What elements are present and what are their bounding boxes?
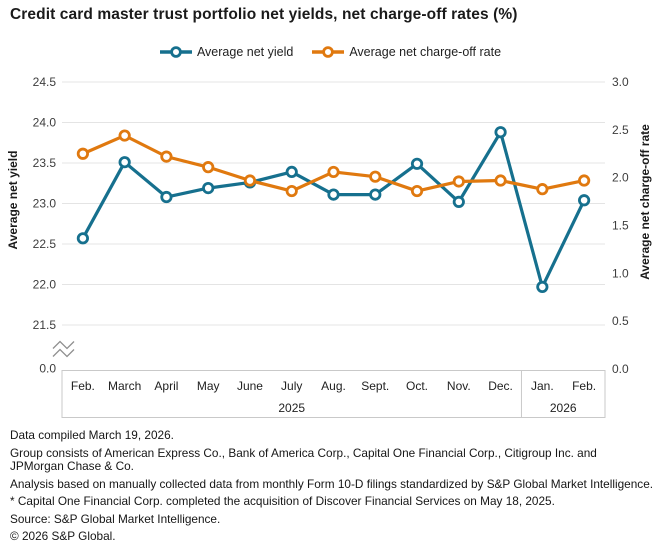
x-axis-month-label: Jan. <box>531 379 554 393</box>
left-axis-tick-label: 0.0 <box>39 362 56 376</box>
data-point <box>452 175 465 188</box>
legend-label-charge-off: Average net charge-off rate <box>349 45 502 59</box>
x-axis-month-label: Sept. <box>361 379 389 393</box>
legend: Average net yield Average net charge-off… <box>0 45 660 59</box>
x-axis-month-label: June <box>237 379 263 393</box>
x-axis-band <box>61 370 606 418</box>
legend-label-net-yield: Average net yield <box>196 45 294 59</box>
data-point <box>76 147 89 160</box>
data-point <box>369 170 382 183</box>
data-point <box>410 157 424 170</box>
legend-item-net-yield: Average net yield <box>159 45 293 59</box>
data-point <box>494 126 507 139</box>
data-point <box>327 188 340 201</box>
right-axis-tick-label: 1.5 <box>612 219 629 233</box>
series-line-left <box>81 130 586 289</box>
data-point <box>118 129 131 142</box>
left-axis-title: Average net yield <box>6 151 20 250</box>
data-point <box>536 280 549 294</box>
footnote-copyright: © 2026 S&P Global. <box>10 529 116 543</box>
data-point <box>285 165 298 179</box>
x-axis-month-label: Feb. <box>71 379 95 393</box>
data-point <box>578 194 591 207</box>
left-axis-tick-label: 21.5 <box>33 318 57 332</box>
data-point <box>494 174 507 187</box>
x-axis-month-label: Nov. <box>447 379 471 393</box>
left-axis-tick-label: 22.5 <box>33 237 57 251</box>
data-point <box>243 174 257 187</box>
footnote-compiled: Data compiled March 19, 2026. <box>10 428 174 442</box>
left-axis-tick-label: 24.5 <box>33 75 57 89</box>
right-axis-tick-label: 0.5 <box>612 314 629 328</box>
left-axis-tick-label: 22.0 <box>33 278 57 292</box>
right-axis-tick-label: 2.5 <box>612 123 629 137</box>
right-axis-tick-label: 1.0 <box>612 266 629 280</box>
footnote-analysis: Analysis based on manually collected dat… <box>10 476 654 491</box>
data-point <box>160 150 173 163</box>
left-axis-tick-label: 23.5 <box>33 156 57 170</box>
x-axis-month-label: Aug. <box>321 379 346 393</box>
axis-break-icon <box>52 340 75 350</box>
data-point <box>327 165 340 179</box>
data-point <box>536 183 549 196</box>
x-axis-month-label: July <box>281 379 302 393</box>
x-axis-month-label: Dec. <box>488 379 513 393</box>
x-axis-month-label: April <box>154 379 178 393</box>
x-axis-month-label: Oct. <box>406 379 428 393</box>
footnote-group: Group consists of American Express Co., … <box>10 445 597 473</box>
data-point <box>202 182 215 195</box>
data-point <box>285 184 298 198</box>
legend-item-charge-off: Average net charge-off rate <box>311 45 501 59</box>
year-label: 2025 <box>278 401 305 415</box>
right-axis-tick-label: 3.0 <box>612 75 629 89</box>
right-axis-tick-label: 2.0 <box>612 171 629 185</box>
x-axis-month-label: Feb. <box>572 379 596 393</box>
data-point <box>452 195 465 208</box>
left-axis-tick-label: 23.0 <box>33 197 57 211</box>
data-point <box>118 156 131 169</box>
footnote-source: Source: S&P Global Market Intelligence. <box>10 511 221 526</box>
x-axis-month-label: March <box>108 379 141 393</box>
axis-break-icon <box>52 348 75 358</box>
x-axis-month-label: May <box>197 379 220 393</box>
line-marker-icon <box>312 46 345 58</box>
footnote-asterisk: * Capital One Financial Corp. completed … <box>10 494 555 508</box>
data-point <box>160 190 173 204</box>
line-marker-icon <box>159 46 192 58</box>
data-point <box>76 232 89 245</box>
right-axis-tick-label: 0.0 <box>612 362 629 376</box>
footnotes: Data compiled March 19, 2026. Group cons… <box>10 428 656 548</box>
data-point <box>410 184 424 198</box>
left-axis-tick-label: 24.0 <box>33 116 57 130</box>
data-point <box>202 161 215 174</box>
data-point <box>369 188 382 201</box>
year-label: 2026 <box>550 401 577 415</box>
right-axis-title: Average net charge-off rate <box>638 124 652 280</box>
chart-plot: 24.5 24.0 23.5 23.0 22.5 22.0 21.5 0.0 3.0 2.5 2.0… <box>6 75 652 418</box>
data-point <box>578 174 591 187</box>
chart-title: Credit card master trust portfolio net y… <box>10 6 518 23</box>
